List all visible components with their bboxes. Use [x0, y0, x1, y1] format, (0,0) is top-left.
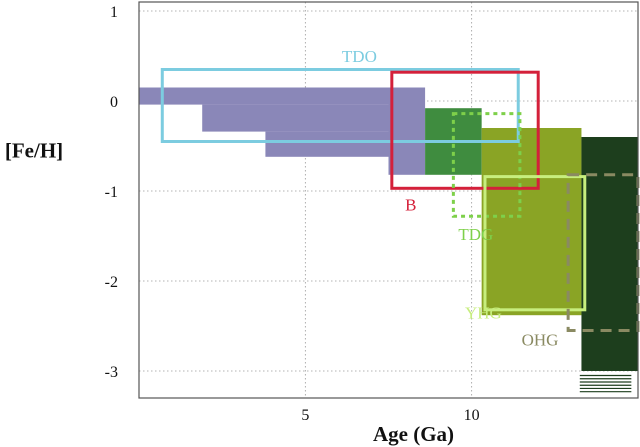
- region-labels: TDO B TDG YHG OHG: [342, 47, 558, 350]
- plot-frame: [138, 1, 639, 399]
- region-label-ohg: OHG: [522, 331, 559, 350]
- x-axis-title: Age (Ga): [373, 422, 454, 446]
- x-tick-labels: 5 10: [301, 407, 479, 424]
- region-label-yhg: YHG: [465, 304, 502, 323]
- extra-lines: [579, 374, 632, 393]
- y-tick-label: -2: [105, 274, 118, 291]
- outline-tdo: [160, 68, 520, 143]
- x-tick-label: 5: [301, 407, 309, 424]
- outline-yhg: [483, 175, 587, 312]
- thin-disk-step-2: [202, 104, 389, 132]
- y-tick-label: -3: [105, 364, 118, 381]
- y-axis-title: [Fe/H]: [5, 139, 63, 163]
- old-halo-block: [581, 137, 638, 371]
- filled-regions: [139, 87, 638, 371]
- outline-tdg: [451, 112, 522, 218]
- region-label-tdo: TDO: [342, 47, 377, 66]
- y-tick-label: -1: [105, 184, 118, 201]
- thin-disk-step-4: [388, 87, 426, 175]
- thin-disk-step-1: [139, 87, 389, 105]
- region-label-b: B: [405, 196, 416, 215]
- young-halo-block: [481, 128, 582, 316]
- y-tick-label: 0: [110, 94, 118, 111]
- thin-disk-step-3: [265, 131, 389, 157]
- y-tick-label: 1: [110, 4, 118, 21]
- y-tick-labels: 1 0 -1 -2 -3: [105, 4, 118, 381]
- outline-b: [390, 70, 540, 190]
- x-tick-label: 10: [464, 407, 480, 424]
- region-label-tdg: TDG: [458, 225, 493, 244]
